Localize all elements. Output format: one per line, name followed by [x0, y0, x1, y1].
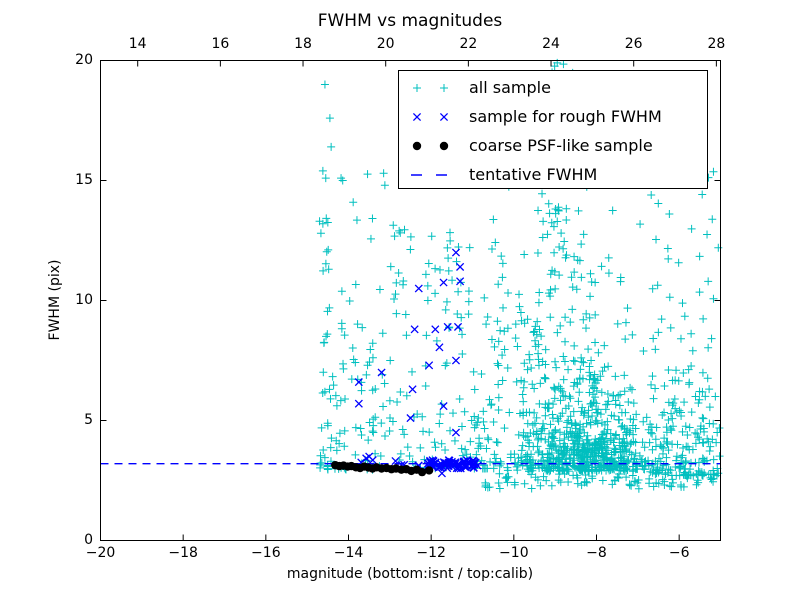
legend-item: coarse PSF-like sample: [399, 131, 707, 160]
legend-item-label: coarse PSF-like sample: [469, 136, 653, 155]
legend-marker-plus-icon: [413, 83, 448, 92]
x-axis-label: magnitude (bottom:isnt / top:calib): [286, 566, 534, 582]
legend-item-label: tentative FWHM: [469, 165, 598, 184]
legend-item: tentative FWHM: [399, 160, 707, 189]
legend-marker-dashed-line-icon: [411, 173, 451, 176]
legend-marker-dot-icon: [412, 141, 449, 150]
chart-title: FWHM vs magnitudes: [317, 11, 503, 31]
legend-item-label: all sample: [469, 78, 551, 97]
series-sample-for-rough-fwhm: [354, 248, 482, 478]
series-all-sample: [315, 58, 724, 493]
legend-marker-x-icon: [412, 112, 449, 121]
series-coarse-psf-like-sample: [331, 460, 434, 477]
legend: all sample sample for rough FWHM coarse PS…: [398, 70, 708, 189]
tick-marks: [100, 60, 721, 541]
legend-item: sample for rough FWHM: [399, 102, 707, 131]
legend-item: all sample: [399, 73, 707, 102]
y-axis-label: FWHM (pix): [47, 259, 63, 341]
legend-item-label: sample for rough FWHM: [469, 107, 662, 126]
